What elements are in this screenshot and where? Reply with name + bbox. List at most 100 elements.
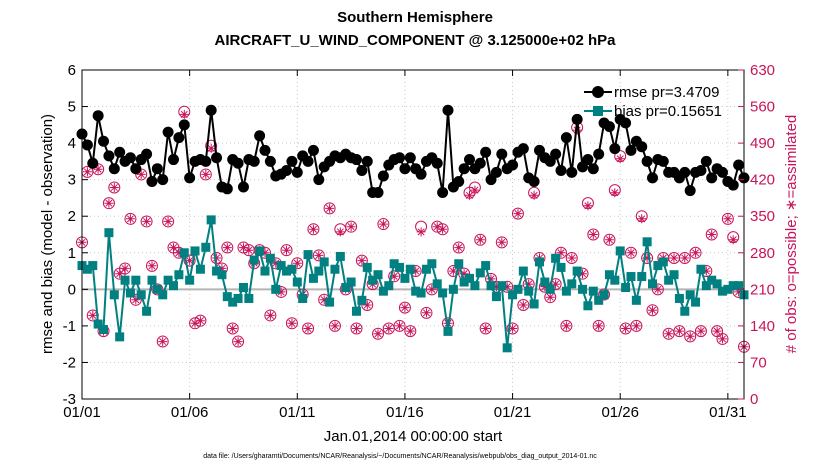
bias-point	[540, 277, 550, 287]
obs-possible-point	[646, 304, 659, 317]
y-right-tick-label: 0	[750, 391, 758, 408]
obs-assimilated-point	[712, 326, 722, 336]
rmse-point	[706, 172, 718, 184]
rmse-point	[474, 157, 486, 169]
rmse-point	[237, 181, 249, 193]
bias-point	[680, 306, 690, 316]
bias-point	[314, 266, 324, 276]
bias-point	[346, 277, 356, 287]
obs-assimilated-point	[513, 209, 523, 219]
bias-point	[357, 295, 367, 305]
bias-point	[658, 257, 668, 267]
obs-possible-point	[108, 181, 121, 194]
rmse-point	[173, 132, 185, 144]
bias-point	[228, 297, 238, 307]
obs-assimilated-point	[524, 279, 534, 289]
obs-possible-point	[361, 299, 374, 311]
y-tick-label: 2	[68, 208, 76, 225]
obs-assimilated-point	[384, 324, 394, 333]
obs-possible-point	[355, 254, 368, 267]
y-tick-label: -1	[63, 318, 76, 335]
obs-possible-point	[479, 322, 492, 335]
obs-assimilated-point	[465, 190, 474, 200]
rmse-point	[157, 174, 169, 186]
x-tick-label: 01/31	[709, 404, 747, 421]
obs-assimilated-point	[271, 258, 281, 268]
obs-assimilated-point	[443, 318, 453, 328]
bias-point	[179, 248, 189, 258]
bias-point	[459, 277, 469, 287]
obs-possible-point	[221, 241, 234, 254]
obs-assimilated-point	[303, 324, 313, 333]
rmse-point	[587, 163, 599, 175]
obs-possible-point	[495, 236, 508, 249]
rmse-point	[372, 186, 384, 198]
obs-assimilated-point	[427, 284, 437, 294]
obs-assimilated-point	[459, 269, 469, 279]
bias-point	[545, 284, 555, 294]
obs-possible-point	[393, 319, 406, 332]
rmse-point	[437, 186, 449, 198]
obs-assimilated-point	[621, 324, 631, 333]
obs-possible-point	[555, 246, 568, 259]
rmse-point	[464, 154, 476, 166]
obs-possible-point	[651, 283, 664, 296]
y-right-tick-label: 420	[750, 172, 775, 189]
rmse-point	[377, 170, 389, 182]
obs-assimilated-point	[147, 261, 157, 271]
bias-point	[421, 264, 431, 274]
obs-possible-point	[684, 330, 697, 343]
obs-possible-point	[420, 306, 433, 319]
obs-assimilated-point	[567, 253, 577, 263]
obs-assimilated-point	[648, 305, 657, 315]
rmse-point	[566, 166, 578, 178]
y-right-tick-label: 280	[750, 245, 775, 262]
obs-assimilated-point	[308, 224, 318, 234]
bias-point	[93, 319, 103, 329]
rmse-point	[81, 139, 93, 151]
rmse-point	[87, 157, 99, 169]
rmse-point	[480, 146, 492, 158]
rmse-point	[259, 144, 271, 156]
obs-assimilated-point	[497, 237, 507, 247]
obs-assimilated-point	[93, 164, 103, 174]
bias-point	[142, 306, 152, 316]
bias-point	[567, 279, 577, 289]
rmse-point	[205, 104, 217, 116]
obs-possible-point	[506, 322, 519, 335]
bias-point	[534, 257, 544, 267]
obs-possible-point	[312, 249, 325, 262]
obs-possible-point	[151, 283, 164, 296]
obs-assimilated-point	[728, 235, 738, 245]
obs-assimilated-point	[346, 222, 356, 232]
obs-possible-point	[183, 254, 196, 267]
obs-assimilated-point	[642, 253, 652, 263]
obs-assimilated-point	[604, 235, 614, 245]
rmse-point	[264, 155, 276, 167]
obs-assimilated-point	[529, 190, 539, 200]
obs-possible-point	[565, 252, 578, 264]
obs-possible-point	[156, 335, 169, 348]
obs-possible-point	[388, 270, 401, 283]
y-right-tick-label: 490	[750, 135, 775, 152]
obs-assimilated-point	[400, 303, 410, 313]
rmse-point	[141, 148, 153, 160]
obs-possible-point	[673, 325, 686, 338]
rmse-point	[162, 126, 174, 138]
obs-assimilated-point	[335, 227, 345, 237]
obs-assimilated-point	[88, 310, 98, 320]
obs-possible-point	[285, 317, 298, 330]
obs-possible-point	[630, 319, 643, 332]
bias-point	[368, 275, 378, 285]
y-axis-left: -3 -2 -1 0 1 2 3 4 5 6	[63, 62, 88, 408]
bias-point	[255, 246, 265, 256]
obs-assimilated-point	[491, 282, 501, 292]
obs-possible-point	[350, 322, 363, 335]
obs-assimilated-point	[169, 243, 178, 253]
obs-assimilated-point	[583, 201, 593, 211]
obs-possible-point	[232, 335, 245, 348]
obs-assimilated-point	[158, 337, 168, 347]
bias-point	[373, 270, 383, 280]
bias-point	[400, 273, 410, 283]
